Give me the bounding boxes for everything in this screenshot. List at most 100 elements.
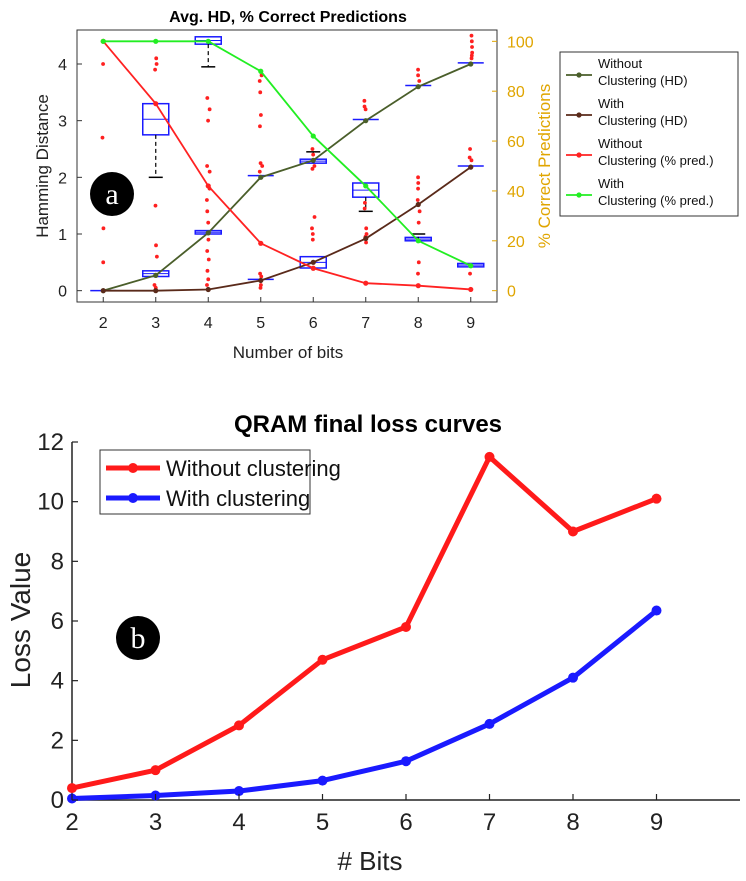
chart-b-ytick-label: 2 <box>51 727 64 754</box>
outlier-point <box>206 237 211 242</box>
outlier-point <box>417 79 422 83</box>
chart-a-xtick-label: 7 <box>361 315 370 332</box>
outlier-point <box>258 285 263 290</box>
data-point <box>310 265 316 271</box>
outlier-point <box>154 243 158 248</box>
data-point <box>401 756 411 767</box>
chart-b-ytick-label: 10 <box>37 489 64 516</box>
legend-marker <box>576 72 582 78</box>
outlier-point <box>362 206 367 211</box>
outlier-point <box>101 260 106 265</box>
outlier-point <box>258 90 263 95</box>
outlier-point <box>416 186 420 191</box>
outlier-point <box>258 271 262 276</box>
data-point <box>205 38 211 44</box>
legend-label: Clustering (HD) <box>598 73 688 88</box>
chart-b-ytick-label: 6 <box>51 608 64 635</box>
chart-b-xtick-label: 7 <box>483 809 496 836</box>
chart-a-ytick-label: 1 <box>58 227 67 244</box>
chart-a-plot-area <box>76 29 498 303</box>
outlier-point <box>416 175 420 180</box>
outlier-point <box>469 53 474 58</box>
series-with-clustering <box>67 605 662 804</box>
legend-marker <box>576 112 582 118</box>
data-point <box>415 84 421 90</box>
outlier-point <box>362 98 367 103</box>
panel-a: Avg. HD, % Correct Predictions 2 3 4 5 6 7 8 9 0… <box>33 9 739 362</box>
outlier-point <box>257 79 262 83</box>
legend-label: Without <box>598 136 642 151</box>
outlier-point <box>364 240 368 245</box>
legend-marker <box>128 493 138 503</box>
chart-a-ytick-label: 2 <box>58 170 67 187</box>
outlier-point <box>469 56 474 61</box>
outlier-point <box>153 67 158 72</box>
data-point <box>468 263 474 269</box>
data-point <box>468 286 474 293</box>
outlier-point <box>153 203 158 208</box>
chart-a-ytick-right-label: 40 <box>507 184 525 201</box>
outlier-point <box>259 283 263 287</box>
data-point <box>484 451 495 462</box>
outlier-point <box>100 135 105 140</box>
data-point <box>100 288 106 294</box>
outlier-point <box>416 271 420 276</box>
data-point <box>153 272 159 278</box>
data-point <box>651 493 662 504</box>
badge-b-label: b <box>131 622 146 655</box>
badge-b: b <box>116 616 160 660</box>
data-point <box>258 68 264 74</box>
outlier-point <box>364 232 369 236</box>
data-point <box>568 672 578 683</box>
outlier-point <box>467 155 472 160</box>
data-point <box>317 775 328 786</box>
chart-b-xtick-label: 6 <box>399 809 412 836</box>
legend-label: Clustering (HD) <box>598 113 688 128</box>
series-line <box>103 40 472 267</box>
legend-label: With clustering <box>166 486 310 511</box>
series-line <box>71 454 658 791</box>
outlier-point <box>257 169 262 174</box>
data-point <box>153 101 159 107</box>
data-point <box>415 238 421 244</box>
data-point <box>234 786 244 797</box>
legend-label: Without <box>598 56 642 71</box>
outlier-point <box>258 124 262 129</box>
legend-label: With <box>598 96 624 111</box>
data-point <box>651 605 662 616</box>
outlier-point <box>205 209 210 214</box>
chart-a-xtick-label: 8 <box>414 315 423 332</box>
outlier-point <box>260 164 265 168</box>
chart-b-xtick-label: 3 <box>149 809 162 836</box>
data-point <box>363 118 369 124</box>
outlier-point <box>207 169 212 174</box>
data-point <box>205 183 211 189</box>
outlier-point <box>468 271 472 276</box>
outlier-point <box>207 107 212 112</box>
data-point <box>468 164 474 170</box>
chart-b-xtick-label: 8 <box>566 809 579 836</box>
outlier-point <box>258 113 263 117</box>
chart-a-xlabel: Number of bits <box>233 343 344 362</box>
outlier-point <box>415 198 420 202</box>
outlier-point <box>206 277 211 282</box>
data-point <box>153 38 159 44</box>
data-point <box>310 157 316 163</box>
outlier-point <box>416 260 421 265</box>
series-with-clustering-pred- <box>100 38 474 269</box>
outlier-point <box>206 118 210 123</box>
outlier-point <box>310 147 315 151</box>
legend-label: With <box>598 176 624 191</box>
data-point <box>205 230 211 236</box>
outlier-point <box>469 33 474 38</box>
outlier-point <box>152 283 157 287</box>
chart-a-xtick-label: 5 <box>256 315 265 332</box>
data-point <box>205 286 211 293</box>
outlier-point <box>469 158 474 163</box>
legend-label: Clustering (% pred.) <box>598 153 714 168</box>
outlier-point <box>470 50 475 55</box>
chart-a-ytick-label: 0 <box>58 284 67 301</box>
badge-a-label: a <box>105 178 118 211</box>
chart-a-xtick-label: 2 <box>99 315 108 332</box>
